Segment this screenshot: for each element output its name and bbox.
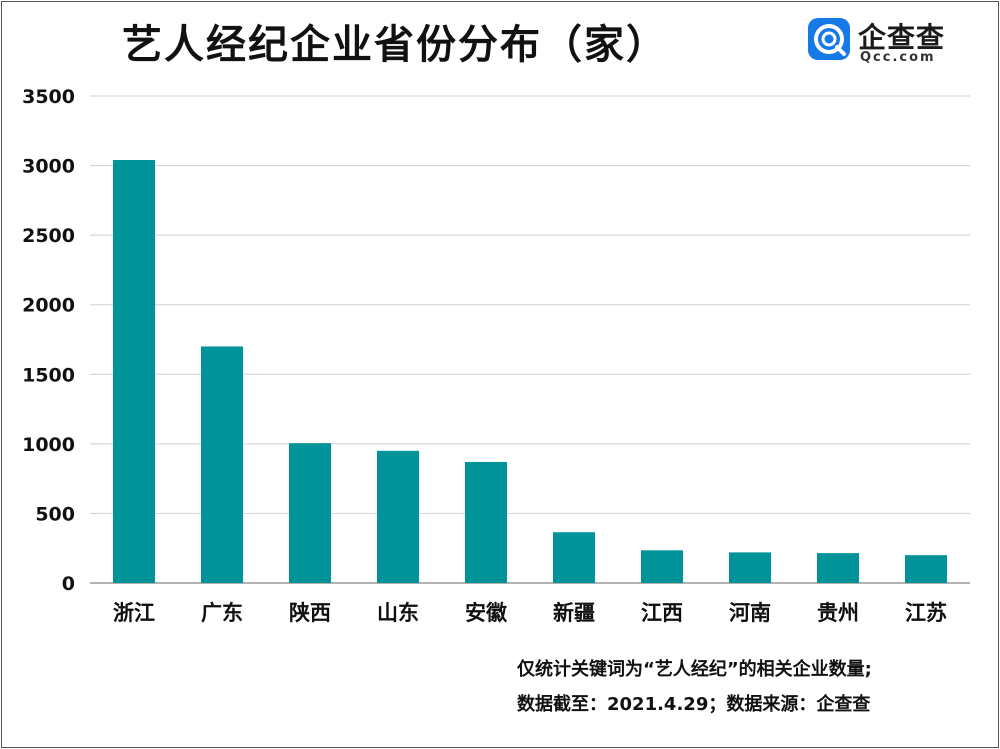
qcc-logo-icon (808, 18, 850, 60)
brand-logo: 企查查 Qcc.com (808, 18, 958, 74)
bar-5 (553, 532, 595, 583)
bar-8 (817, 553, 859, 583)
y-tick-label: 2000 (22, 295, 75, 317)
chart-title: 艺人经纪企业省份分布（家） (122, 22, 668, 68)
bar-1 (201, 346, 243, 583)
x-category-label: 江苏 (905, 601, 947, 625)
logo-sub: Qcc.com (860, 50, 936, 65)
x-category-label: 江西 (641, 601, 683, 625)
bar-0 (113, 160, 155, 583)
y-tick-label: 500 (35, 503, 75, 525)
bar-4 (465, 461, 507, 583)
x-category-label: 浙江 (113, 601, 155, 625)
footnote-scope: 仅统计关键词为“艺人经纪”的相关企业数量; (517, 659, 872, 680)
bar-2 (289, 443, 331, 583)
footnote-source: 数据截至：2021.4.29；数据来源：企查查 (517, 694, 871, 715)
x-category-label: 河南 (729, 601, 771, 625)
x-category-label: 安徽 (465, 601, 508, 625)
y-tick-label: 3500 (22, 86, 75, 108)
y-tick-label: 1000 (22, 434, 75, 456)
x-category-label: 广东 (201, 601, 243, 625)
y-tick-label: 0 (62, 573, 75, 595)
logo-name: 企查查 (858, 21, 946, 54)
y-tick-label: 1500 (22, 364, 75, 386)
bar-3 (377, 450, 419, 583)
x-category-label: 贵州 (817, 601, 859, 625)
bar-7 (729, 552, 771, 583)
x-category-label: 新疆 (553, 601, 595, 625)
bar-9 (905, 555, 947, 583)
y-tick-label: 2500 (22, 225, 75, 247)
bar-6 (641, 550, 683, 583)
y-tick-label: 3000 (22, 156, 75, 178)
x-category-label: 山东 (377, 601, 419, 625)
x-category-label: 陕西 (289, 601, 331, 625)
